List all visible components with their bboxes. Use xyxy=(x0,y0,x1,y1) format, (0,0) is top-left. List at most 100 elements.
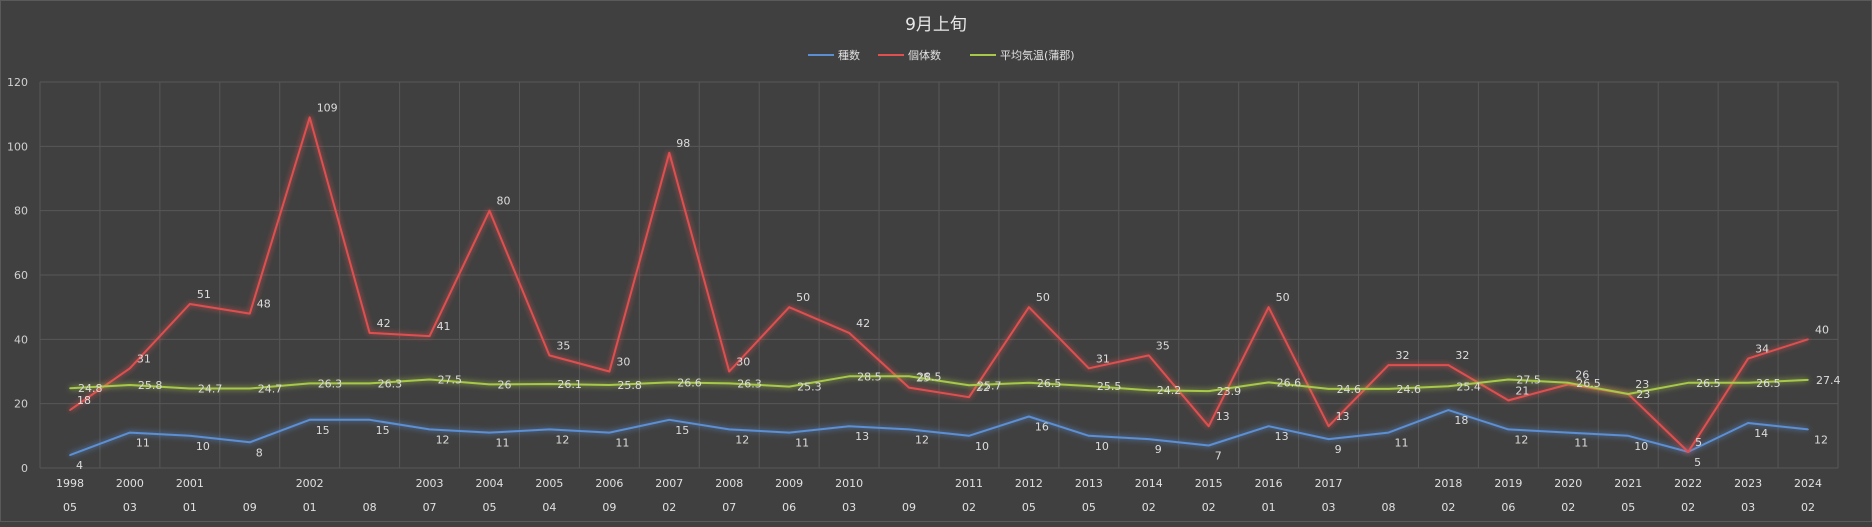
data-point xyxy=(1028,415,1030,418)
x-tick-label-sub: 08 xyxy=(363,501,377,514)
data-label: 26.5 xyxy=(1696,377,1721,390)
data-point xyxy=(368,332,371,334)
x-tick-label-sub: 05 xyxy=(1621,501,1635,514)
data-label: 9 xyxy=(1155,443,1162,456)
data-label: 31 xyxy=(137,352,151,365)
data-point xyxy=(189,435,191,437)
y-tick-label: 100 xyxy=(7,140,28,153)
x-tick-label-sub: 05 xyxy=(63,501,77,514)
data-label: 7 xyxy=(1215,449,1222,462)
data-point xyxy=(1807,379,1809,381)
data-point xyxy=(548,383,551,385)
data-label: 30 xyxy=(736,356,750,369)
data-label: 26 xyxy=(498,378,512,391)
data-label: 109 xyxy=(317,101,338,114)
data-point xyxy=(1687,381,1689,384)
data-point xyxy=(1028,381,1030,384)
data-point xyxy=(1207,444,1210,447)
x-tick-label-year: 2013 xyxy=(1075,477,1103,490)
data-point xyxy=(608,370,611,373)
data-point xyxy=(1807,428,1809,431)
data-point xyxy=(548,428,551,431)
data-point xyxy=(1267,425,1270,427)
data-point xyxy=(608,431,611,434)
x-tick-label-sub: 02 xyxy=(1681,501,1695,514)
data-point xyxy=(428,378,431,381)
data-point xyxy=(1567,381,1570,384)
data-point xyxy=(1627,435,1630,437)
data-label: 26 xyxy=(1575,368,1589,381)
data-point xyxy=(189,387,191,390)
data-point xyxy=(728,382,731,385)
x-tick-label-sub: 02 xyxy=(1441,501,1455,514)
data-label: 42 xyxy=(377,317,391,330)
x-tick-label-sub: 08 xyxy=(1382,501,1396,514)
x-tick-label-year: 2017 xyxy=(1315,477,1343,490)
data-label: 27.5 xyxy=(1516,374,1541,387)
y-tick-label: 80 xyxy=(14,205,28,218)
x-tick-label-sub: 02 xyxy=(1202,501,1216,514)
data-label: 48 xyxy=(257,298,271,311)
data-point xyxy=(1327,388,1330,390)
data-point xyxy=(428,428,431,431)
data-point xyxy=(1088,435,1090,437)
data-point xyxy=(728,428,731,431)
data-label: 80 xyxy=(497,195,511,208)
data-label: 11 xyxy=(496,437,510,450)
data-point xyxy=(668,418,671,421)
series-0: 4 11 10 8 15 15 12 11 12 11 15 12 11 13 12 10 16 10 9 7 13 9 1… xyxy=(69,409,1828,472)
data-point xyxy=(488,431,491,434)
data-point xyxy=(1447,385,1450,388)
data-label: 24.6 xyxy=(1337,383,1362,396)
data-point xyxy=(908,428,910,431)
data-label: 42 xyxy=(856,317,870,330)
data-label: 26.6 xyxy=(1277,376,1302,389)
data-label: 35 xyxy=(556,339,570,352)
data-label: 18 xyxy=(77,394,91,407)
data-point xyxy=(608,384,611,386)
data-point xyxy=(1747,357,1749,360)
y-tick-label: 120 xyxy=(7,76,28,89)
x-tick-label-sub: 01 xyxy=(183,501,197,514)
x-tick-label-sub: 05 xyxy=(483,501,497,514)
data-label: 12 xyxy=(915,433,929,446)
data-label: 24.7 xyxy=(258,383,283,396)
x-tick-label-sub: 09 xyxy=(902,501,916,514)
data-label: 26.3 xyxy=(737,377,762,390)
data-label: 50 xyxy=(1036,291,1050,304)
data-label: 34 xyxy=(1755,343,1769,356)
data-point xyxy=(968,435,970,437)
data-label: 50 xyxy=(1276,291,1290,304)
x-tick-label-year: 2009 xyxy=(775,477,803,490)
x-tick-label-sub: 02 xyxy=(662,501,676,514)
x-tick-label-sub: 02 xyxy=(1801,501,1815,514)
data-point xyxy=(1387,431,1390,434)
data-label: 27.4 xyxy=(1816,374,1841,387)
data-point xyxy=(1028,306,1030,308)
data-point xyxy=(129,367,131,370)
data-label: 10 xyxy=(1634,440,1648,453)
series-2: 24.8 25.8 24.7 24.7 26.3 26.3 27.5 26 26.1 25.8 26… xyxy=(69,370,1841,401)
x-tick-label-year: 2023 xyxy=(1734,477,1762,490)
legend-label: 個体数 xyxy=(908,48,941,62)
data-label: 32 xyxy=(1455,349,1469,362)
data-label: 26.3 xyxy=(318,377,343,390)
data-label: 23.9 xyxy=(1217,385,1242,398)
data-label: 26.5 xyxy=(1037,377,1062,390)
data-point xyxy=(1387,388,1390,390)
legend-label: 平均気温(蒲郡) xyxy=(1000,48,1075,62)
data-label: 24.7 xyxy=(198,383,223,396)
data-label: 11 xyxy=(1395,437,1409,450)
data-label: 15 xyxy=(376,424,390,437)
data-point xyxy=(1147,438,1150,440)
x-tick-label-sub: 06 xyxy=(782,501,796,514)
x-tick-label-year: 2010 xyxy=(835,477,863,490)
data-label: 24.2 xyxy=(1157,384,1182,397)
x-tick-label-year: 2004 xyxy=(476,477,504,490)
data-point xyxy=(1267,381,1270,384)
data-point xyxy=(1088,385,1090,387)
data-label: 13 xyxy=(855,430,869,443)
